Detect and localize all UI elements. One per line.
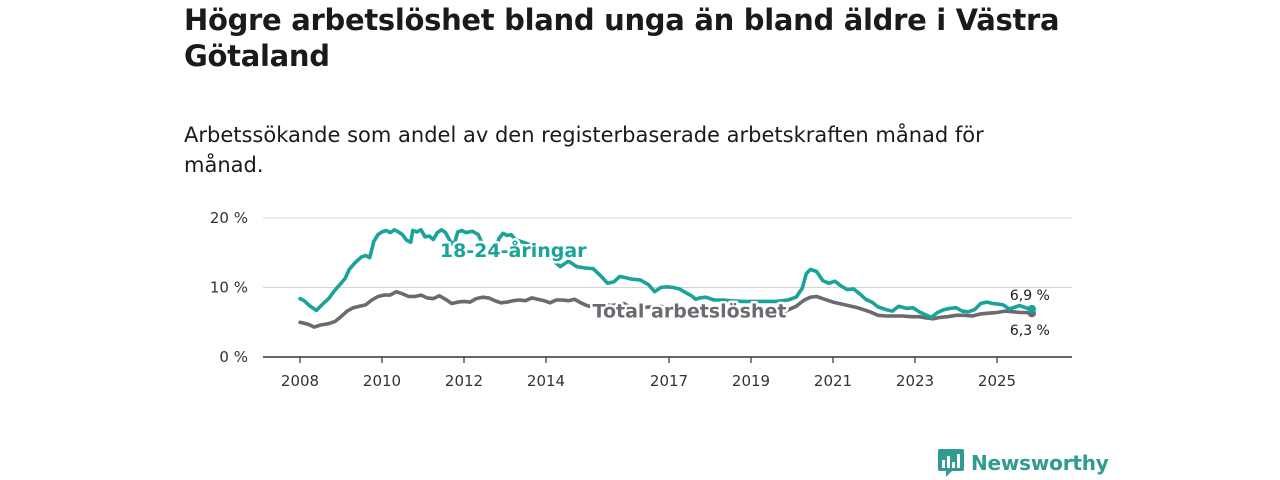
brand-name: Newsworthy xyxy=(971,451,1109,475)
line-chart: 0 % 10 % 20 % 2008 2010 2012 2014 2017 2019 2021… xyxy=(210,209,1072,390)
series-lines xyxy=(298,228,1037,329)
y-tick-label: 0 % xyxy=(219,348,248,366)
gridlines xyxy=(263,217,1072,288)
series-label-18-24: 18-24-åringar xyxy=(440,238,587,262)
x-tick-label: 2019 xyxy=(732,372,770,390)
x-tick-label: 2014 xyxy=(527,372,565,390)
chart-title: Högre arbetslöshet bland unga än bland ä… xyxy=(184,3,1060,73)
y-axis: 0 % 10 % 20 % xyxy=(210,209,248,366)
y-tick-label: 20 % xyxy=(210,209,248,227)
series-line-18-24 xyxy=(298,228,1034,320)
end-label-18-24: 6,9 % xyxy=(1010,288,1050,304)
end-label-total: 6,3 % xyxy=(1010,323,1050,339)
series-annotations: 18-24-åringar Total arbetslöshet xyxy=(437,235,789,324)
series-label-total: Total arbetslöshet xyxy=(593,300,787,322)
chart-subtitle: Arbetssökande som andel av den registerb… xyxy=(184,123,984,177)
x-tick-label: 2017 xyxy=(650,372,688,390)
newsworthy-logo-icon xyxy=(938,449,964,477)
series-line-total xyxy=(298,289,1034,329)
x-axis: 2008 2010 2012 2014 2017 2019 2021 2023 2025 xyxy=(263,356,1072,390)
y-tick-label: 10 % xyxy=(210,279,248,297)
end-value-labels: 6,9 % 6,3 % xyxy=(1010,288,1050,339)
x-tick-label: 2008 xyxy=(281,372,319,390)
brand-logo[interactable]: Newsworthy xyxy=(937,448,1109,478)
x-tick-label: 2025 xyxy=(978,372,1016,390)
x-tick-label: 2012 xyxy=(445,372,483,390)
x-tick-label: 2010 xyxy=(363,372,401,390)
end-point-18-24 xyxy=(1027,304,1037,314)
x-tick-label: 2023 xyxy=(896,372,934,390)
x-tick-label: 2021 xyxy=(814,372,852,390)
